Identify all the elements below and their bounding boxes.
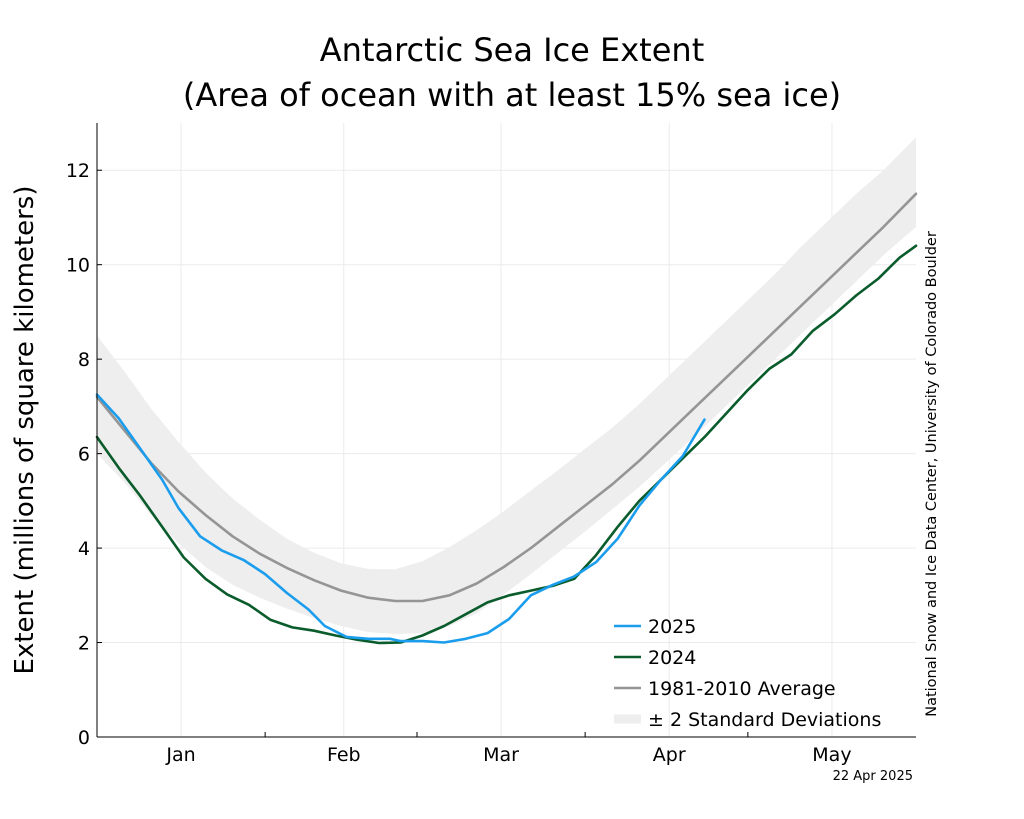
x-tick-label: Jan	[165, 744, 195, 766]
credit-text: National Snow and Ice Data Center, Unive…	[924, 231, 940, 717]
x-tick-label: Feb	[327, 744, 361, 766]
x-tick-label: Mar	[483, 744, 519, 766]
y-tick-label: 10	[66, 255, 90, 277]
legend-label: ± 2 Standard Deviations	[648, 709, 881, 731]
series-line-2025	[95, 393, 706, 644]
series-line-1981-2010-average	[95, 192, 918, 603]
y-tick-label: 4	[78, 538, 90, 560]
date-stamp: 22 Apr 2025	[833, 769, 913, 784]
x-tick-label: Apr	[653, 744, 686, 766]
series-line-2024	[95, 244, 918, 645]
y-tick-label: 2	[78, 633, 90, 655]
y-tick-label: 12	[66, 160, 90, 182]
chart-title-line1: Antarctic Sea Ice Extent	[320, 31, 704, 69]
std-dev-band-area	[97, 137, 916, 634]
legend-label: 2024	[648, 647, 696, 669]
y-tick-label: 0	[78, 727, 90, 749]
y-tick-label: 6	[78, 444, 90, 466]
series-lines	[95, 192, 918, 645]
x-tick-label: May	[812, 744, 851, 766]
y-tick-label: 8	[78, 349, 90, 371]
y-axis-label: Extent (millions of square kilometers)	[10, 186, 40, 675]
std-dev-band	[97, 137, 916, 634]
legend-label: 2025	[648, 616, 696, 638]
chart-title-line2: (Area of ocean with at least 15% sea ice…	[183, 76, 841, 114]
legend: 2025 2024 1981-2010 Average ± 2 Standard De…	[614, 616, 881, 731]
grid	[97, 123, 916, 737]
legend-label: 1981-2010 Average	[648, 678, 836, 700]
axes: 0 2 4 6 8 10 12 Jan Feb Mar Apr May	[66, 123, 916, 766]
